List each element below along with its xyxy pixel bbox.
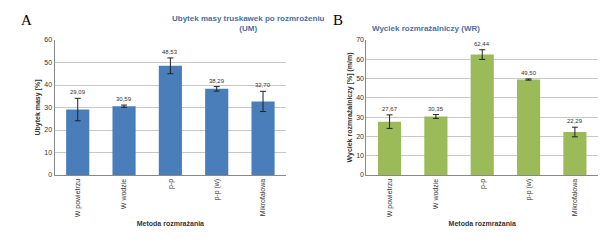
svg-text:30,35: 30,35: [428, 106, 444, 112]
svg-text:32,70: 32,70: [255, 82, 271, 88]
svg-text:A: A: [21, 12, 32, 28]
svg-text:p-p (w): p-p (w): [525, 179, 533, 201]
svg-text:50: 50: [44, 59, 52, 66]
svg-text:Ubytek masy truskawek po rozmr: Ubytek masy truskawek po rozmrożeniu(UM): [172, 14, 325, 33]
svg-text:Mikrofalowa: Mikrofalowa: [571, 179, 578, 216]
svg-text:Wyciek rozmrażalniczy (WR): Wyciek rozmrażalniczy (WR): [372, 24, 480, 33]
svg-text:W wodzie: W wodzie: [120, 179, 127, 209]
svg-text:49,50: 49,50: [521, 70, 537, 76]
svg-text:W powietrzu: W powietrzu: [74, 179, 82, 218]
svg-text:20: 20: [44, 126, 52, 133]
svg-text:Ubytek masy [%]: Ubytek masy [%]: [34, 79, 42, 135]
svg-text:10: 10: [44, 149, 52, 156]
svg-text:p-p (w): p-p (w): [213, 179, 221, 201]
svg-text:Mikrofalowa: Mikrofalowa: [259, 179, 266, 216]
svg-text:50: 50: [356, 75, 364, 82]
svg-text:10: 10: [356, 152, 364, 159]
svg-text:60: 60: [44, 36, 52, 43]
svg-text:60: 60: [356, 56, 364, 63]
svg-text:30: 30: [44, 104, 52, 111]
svg-text:30: 30: [356, 114, 364, 121]
svg-text:0: 0: [48, 171, 52, 178]
svg-text:30,59: 30,59: [116, 96, 132, 102]
svg-text:70: 70: [356, 36, 364, 43]
svg-text:p-p: p-p: [167, 179, 175, 189]
svg-text:62,44: 62,44: [474, 41, 490, 47]
svg-text:48,53: 48,53: [162, 49, 178, 55]
svg-text:p-p: p-p: [479, 179, 487, 189]
svg-text:W powietrzu: W powietrzu: [386, 179, 394, 218]
svg-text:0: 0: [360, 171, 364, 178]
svg-text:Wyciek rozmrażalniczy [%] (m/m: Wyciek rozmrażalniczy [%] (m/m): [346, 53, 354, 163]
svg-text:B: B: [333, 12, 343, 28]
svg-text:Metoda rozmrażania: Metoda rozmrażania: [137, 220, 204, 227]
svg-text:20: 20: [356, 133, 364, 140]
svg-text:Metoda rozmrażania: Metoda rozmrażania: [449, 220, 516, 227]
svg-text:40: 40: [356, 94, 364, 101]
svg-text:38,29: 38,29: [209, 78, 225, 84]
svg-text:40: 40: [44, 81, 52, 88]
svg-text:29,09: 29,09: [70, 89, 86, 95]
svg-text:W wodzie: W wodzie: [432, 179, 439, 209]
svg-text:22,29: 22,29: [567, 118, 583, 124]
svg-text:27,67: 27,67: [382, 106, 398, 112]
